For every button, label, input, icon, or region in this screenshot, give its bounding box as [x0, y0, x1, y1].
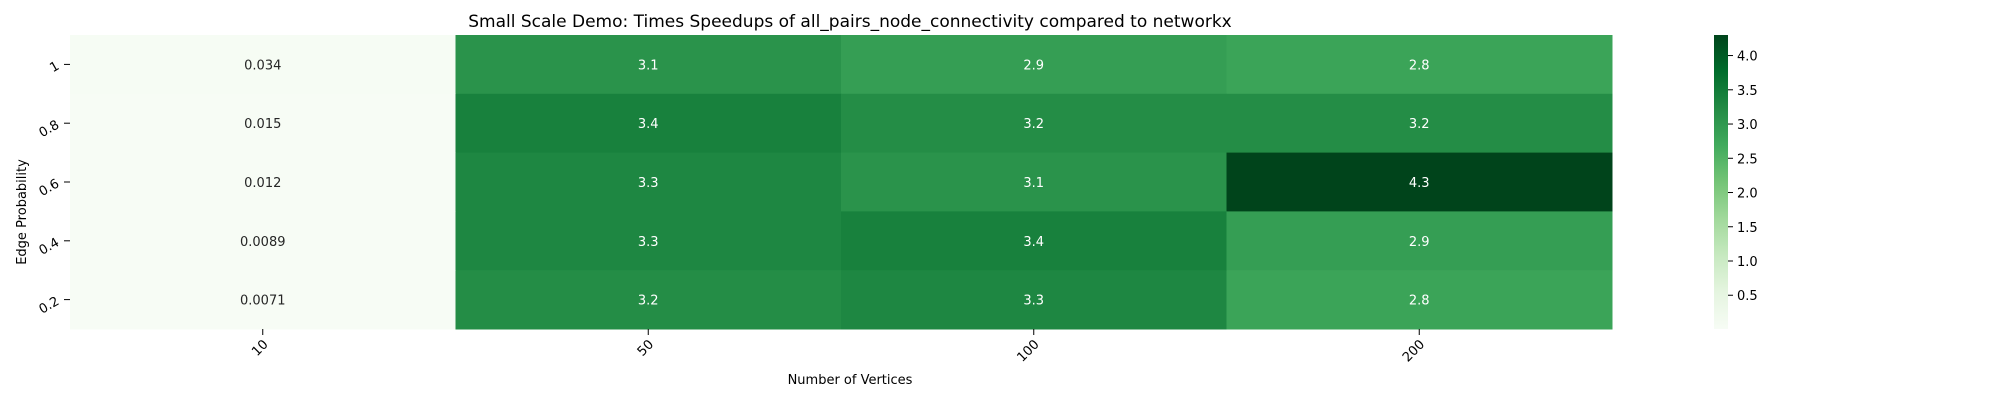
cell-value-label: 3.3 [638, 176, 659, 191]
heatmap-cell [841, 152, 1227, 212]
heatmap-cell [70, 270, 456, 330]
heatmap-cell [841, 270, 1227, 330]
chart-title: Small Scale Demo: Times Speedups of all_… [468, 12, 1232, 32]
colorbar-tick-label: 1.5 [1737, 221, 1758, 236]
y-tick-label: 1 [47, 59, 62, 76]
x-axis: 10 50 100 200 [249, 329, 1428, 365]
cell-value-label: 2.8 [1409, 294, 1430, 309]
cell-value-label: 3.2 [638, 294, 659, 309]
colorbar-tick-label: 4.0 [1737, 50, 1758, 65]
cell-value-label: 3.4 [1023, 235, 1044, 250]
heatmap-cell [1226, 270, 1613, 330]
heatmap-cell [70, 152, 456, 212]
colorbar-tick-label: 3.5 [1737, 84, 1758, 99]
cell-value-label: 4.3 [1409, 176, 1430, 191]
cell-value-label: 3.2 [1023, 117, 1044, 132]
heatmap-cell [1226, 152, 1613, 212]
heatmap-cell [70, 93, 456, 154]
heatmap-cell [455, 93, 842, 154]
x-axis-label: Number of Vertices [788, 373, 913, 388]
cell-value-label: 3.3 [1023, 294, 1044, 309]
colorbar-gradient [1714, 35, 1728, 329]
cell-value-label: 0.012 [244, 176, 281, 191]
heatmap-cells: 0.034 3.1 2.9 2.8 0.015 3.4 3.2 3.2 0.012 3.3 3.1 4… [70, 35, 1613, 330]
colorbar-tick-label: 3.0 [1737, 118, 1758, 133]
heatmap-cell [455, 152, 842, 212]
y-tick-label: 0.4 [37, 235, 62, 258]
x-tick-label: 10 [249, 337, 271, 359]
cell-value-label: 3.3 [638, 235, 659, 250]
colorbar-tick-label: 0.5 [1737, 289, 1758, 304]
y-axis-label: Edge Probability [15, 159, 30, 265]
cell-value-label: 3.1 [638, 58, 659, 73]
cell-value-label: 2.8 [1409, 58, 1430, 73]
colorbar-tick-label: 1.0 [1737, 255, 1758, 270]
cell-value-label: 2.9 [1409, 235, 1430, 250]
y-axis: 1 0.8 0.6 0.4 0.2 [37, 59, 70, 317]
y-tick-label: 0.8 [37, 118, 62, 141]
colorbar-tick-label: 2.0 [1737, 187, 1758, 202]
heatmap-cell [1226, 35, 1613, 95]
cell-value-label: 3.1 [1023, 176, 1044, 191]
cell-value-label: 0.0089 [240, 235, 286, 250]
heatmap-cell [841, 35, 1227, 95]
colorbar-tick-label: 2.5 [1737, 152, 1758, 167]
cell-value-label: 3.4 [638, 117, 659, 132]
heatmap-cell [455, 35, 842, 95]
heatmap-cell [1226, 93, 1613, 154]
heatmap-cell [1226, 211, 1613, 271]
heatmap-cell [841, 93, 1227, 154]
x-tick-label: 200 [1400, 337, 1428, 365]
y-tick-label: 0.6 [37, 176, 62, 199]
heatmap-cell [841, 211, 1227, 271]
cell-value-label: 0.015 [244, 117, 281, 132]
heatmap-cell [455, 270, 842, 330]
cell-value-label: 2.9 [1023, 58, 1044, 73]
x-tick-label: 100 [1014, 337, 1042, 365]
y-tick-label: 0.2 [37, 294, 62, 317]
colorbar: 0.5 1.0 1.5 2.0 2.5 3.0 3.5 4.0 [1714, 35, 1758, 329]
cell-value-label: 3.2 [1409, 117, 1430, 132]
heatmap-cell [70, 211, 456, 271]
cell-value-label: 0.0071 [240, 294, 286, 309]
heatmap-cell [70, 35, 456, 95]
heatmap-cell [455, 211, 842, 271]
x-tick-label: 50 [635, 337, 657, 359]
cell-value-label: 0.034 [244, 58, 281, 73]
